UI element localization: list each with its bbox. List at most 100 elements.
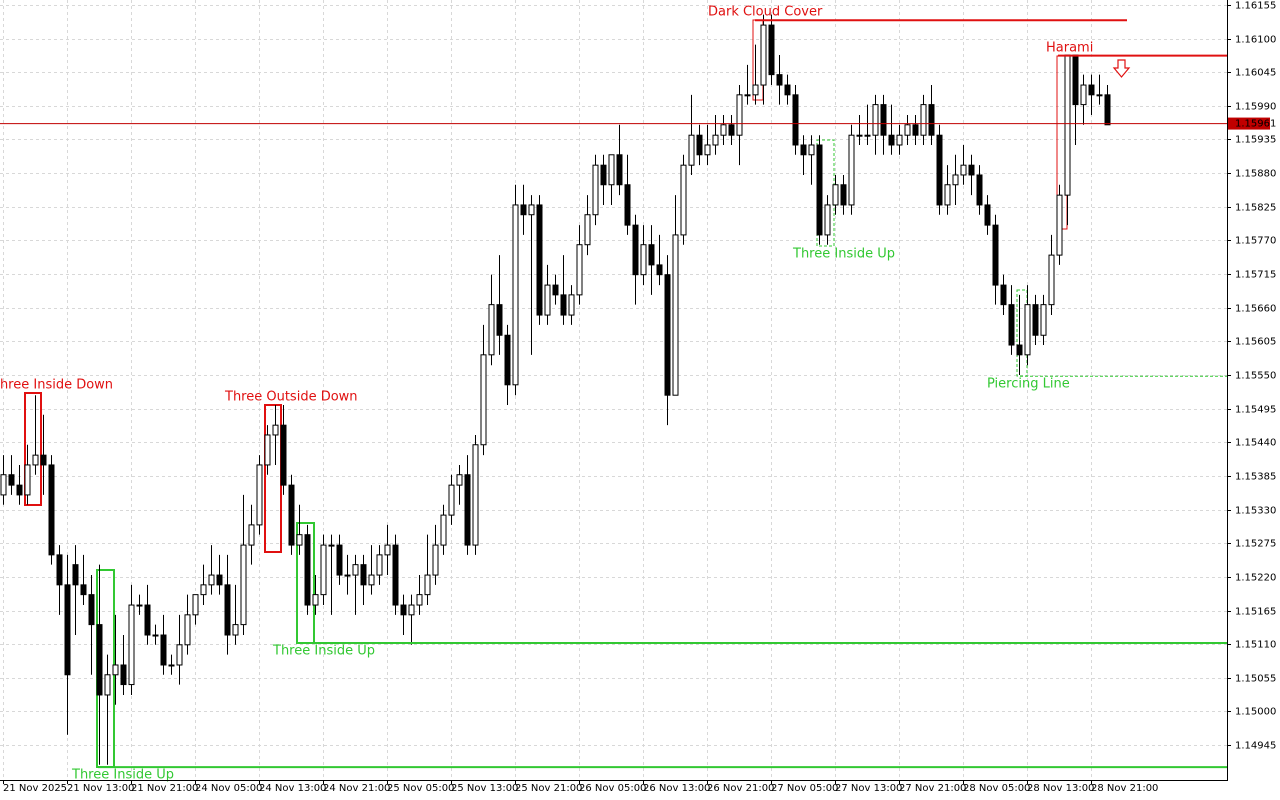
axis-labels: 1.16155 1.16100 1.16045 1.15990 1.15935 1.158… — [3, 1, 1276, 794]
grid — [0, 0, 1227, 780]
annotations: Three Inside Down Three Outside Down Three… — [0, 5, 1227, 783]
candle-body — [392, 544, 399, 606]
candle-body — [664, 274, 671, 396]
y-tick-label: 1.15055 — [1235, 674, 1276, 685]
y-tick-label: 1.15990 — [1235, 102, 1276, 113]
y-tick-label: 1.14945 — [1235, 741, 1276, 752]
candle-body — [800, 144, 807, 156]
candle-body — [376, 554, 383, 576]
candle-body — [136, 604, 143, 607]
candle-body — [888, 134, 895, 146]
candle-body — [448, 484, 455, 516]
y-tick-label: 1.16045 — [1235, 68, 1276, 79]
candle-body — [352, 564, 359, 576]
candle-body — [240, 544, 247, 626]
candle-body — [776, 74, 783, 86]
candle-body — [728, 124, 735, 136]
candle-body — [528, 204, 535, 216]
candle-body — [288, 484, 295, 546]
candle-body — [840, 184, 847, 206]
candle-body — [672, 234, 679, 396]
candle-body — [1000, 284, 1007, 306]
candle-body — [304, 534, 311, 606]
candle-body — [512, 204, 519, 386]
candle-body — [784, 84, 791, 96]
candle-body — [344, 574, 351, 577]
candle-body — [616, 154, 623, 186]
candle-body — [264, 434, 271, 466]
y-tick-label: 1.15220 — [1235, 573, 1276, 584]
candle-body — [768, 24, 775, 76]
x-tick-label: 26 Nov 21:00 — [707, 783, 774, 794]
candle-body — [576, 244, 583, 296]
candle-body — [440, 514, 447, 546]
x-tick-label: 28 Nov 13:00 — [1027, 783, 1094, 794]
candle-body — [496, 304, 503, 336]
y-tick-label: 1.15330 — [1235, 506, 1276, 517]
candle-body — [96, 624, 103, 696]
x-tick-label: 24 Nov 13:00 — [259, 783, 326, 794]
y-tick-label: 1.16100 — [1235, 35, 1276, 46]
sell-arrow — [1112, 59, 1131, 78]
y-tick-label: 1.15110 — [1235, 640, 1276, 651]
candle-body — [504, 334, 511, 386]
candle-body — [456, 474, 463, 486]
candle-body — [560, 294, 567, 316]
y-tick-label: 1.15385 — [1235, 472, 1276, 483]
candle-body — [1080, 84, 1087, 106]
candle-body — [200, 584, 207, 596]
candle-body — [256, 464, 263, 526]
candle-body — [816, 144, 823, 236]
candle-body — [360, 564, 367, 586]
candle-body — [384, 544, 391, 556]
candle-body — [248, 524, 255, 546]
candle-body — [720, 124, 727, 136]
pattern-label: Three Inside Up — [71, 768, 174, 783]
candle-body — [592, 164, 599, 216]
candle-body — [328, 544, 335, 547]
y-tick-label: 1.15000 — [1235, 707, 1276, 718]
candle-body — [824, 204, 831, 236]
candle-body — [624, 184, 631, 226]
candle-body — [832, 184, 839, 206]
candle-body — [744, 94, 751, 97]
candle-body — [192, 594, 199, 616]
candle-body — [584, 214, 591, 246]
candle-body — [936, 134, 943, 206]
candle-body — [80, 584, 87, 596]
y-tick-label: 1.15165 — [1235, 607, 1276, 618]
y-tick-label: 1.15275 — [1235, 539, 1276, 550]
candle-body — [1024, 304, 1031, 356]
candle-body — [432, 544, 439, 576]
candle-body — [472, 444, 479, 546]
x-tick-label: 28 Nov 05:00 — [963, 783, 1030, 794]
x-tick-label: 25 Nov 21:00 — [515, 783, 582, 794]
y-tick-label: 1.15440 — [1235, 438, 1276, 449]
candle-body — [1072, 54, 1079, 106]
candle-body — [848, 134, 855, 206]
x-tick-label: 28 Nov 21:00 — [1091, 783, 1158, 794]
candle-body — [1040, 304, 1047, 336]
y-tick-label: 1.15605 — [1235, 337, 1276, 348]
y-tick-label: 1.15715 — [1235, 270, 1276, 281]
candle-body — [176, 644, 183, 666]
candle-body — [736, 94, 743, 136]
x-tick-label: 27 Nov 13:00 — [835, 783, 902, 794]
candle-body — [1096, 94, 1103, 97]
candle-body — [488, 304, 495, 356]
candle-body — [632, 224, 639, 276]
candle-body — [400, 604, 407, 616]
candle-body — [32, 454, 39, 466]
candle-body — [968, 164, 975, 176]
candle-body — [1064, 54, 1071, 196]
candle-body — [296, 534, 303, 546]
candle-body — [904, 124, 911, 136]
x-tick-label: 24 Nov 05:00 — [195, 783, 262, 794]
y-tick-label: 1.15825 — [1235, 203, 1276, 214]
candle-body — [1088, 84, 1095, 96]
x-tick-label: 25 Nov 05:00 — [387, 783, 454, 794]
candle-body — [480, 354, 487, 446]
pattern-label: Piercing Line — [987, 377, 1070, 392]
candle-body — [40, 454, 47, 466]
candle-body — [24, 464, 31, 496]
